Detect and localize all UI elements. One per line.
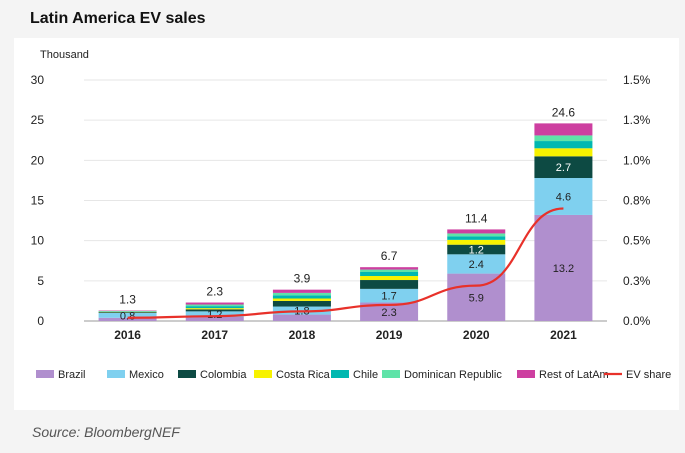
bar-segment	[185, 308, 244, 310]
bar-segment	[447, 236, 506, 240]
y2-tick-label: 0.5%	[623, 234, 651, 248]
bar-segment	[272, 295, 331, 299]
bar-value-label: 0.8	[120, 310, 135, 322]
bar-total-label: 6.7	[381, 249, 398, 263]
bar-segment	[98, 312, 157, 318]
ev-share-line	[127, 207, 564, 319]
chart-svg: Thousand 0 5 10 15 20 25 30 0.0% 0.3% 0.5% 0.8% 1.…	[31, 49, 672, 381]
bar-segment	[447, 239, 506, 245]
chart-card: Thousand 0 5 10 15 20 25 30 0.0% 0.3% 0.5% 0.8% 1.…	[14, 38, 679, 410]
legend-swatch	[107, 370, 125, 378]
bar-segment	[272, 292, 331, 296]
bar-total-label: 24.6	[552, 105, 576, 119]
bar-segment	[360, 302, 419, 321]
y2-tick-label: 1.0%	[623, 153, 651, 167]
bar-segment	[185, 302, 244, 305]
y2-tick-label: 0.8%	[623, 194, 651, 208]
bar-total-label: 3.9	[294, 272, 311, 286]
y2-tick-label: 0.3%	[623, 274, 651, 288]
bar-segment	[98, 317, 157, 321]
bar-segment	[534, 123, 593, 136]
bar-segment	[360, 280, 419, 289]
y-tick-label: 20	[31, 153, 45, 167]
bar-value-label: 5.9	[469, 292, 484, 304]
bar-segment	[185, 304, 244, 307]
y-axis-unit-label: Thousand	[40, 49, 89, 61]
legend-label: Costa Rica	[276, 369, 331, 381]
y-tick-label: 10	[31, 234, 45, 248]
bar-value-label: 4.6	[556, 191, 571, 203]
legend-label: Colombia	[200, 369, 247, 381]
legend-swatch	[331, 370, 349, 378]
y2-tick-label: 1.3%	[623, 113, 651, 127]
bar-segment	[534, 156, 593, 179]
y-tick-label: 15	[31, 194, 45, 208]
bar-segment	[272, 314, 331, 321]
y-tick-label: 5	[37, 274, 44, 288]
bar-segment	[447, 233, 506, 237]
bar-segment	[272, 289, 331, 293]
bar-segment	[185, 316, 244, 321]
legend-swatch	[382, 370, 400, 378]
x-tick-label: 2020	[463, 328, 490, 342]
bar-value-label: 2.3	[381, 307, 396, 319]
x-tick-label: 2021	[550, 328, 577, 342]
bar-segment	[447, 254, 506, 274]
bar-segment	[185, 311, 244, 317]
y-tick-label: 25	[31, 113, 45, 127]
y-tick-label: 30	[31, 73, 45, 87]
chart-title: Latin America EV sales	[30, 10, 206, 27]
legend-swatch	[517, 370, 535, 378]
bar-total-label: 11.4	[465, 211, 488, 225]
legend-label: Rest of LatAm	[539, 369, 609, 381]
bar-value-label: 13.2	[553, 263, 574, 275]
x-tick-label: 2019	[376, 328, 403, 342]
bar-segment	[360, 269, 419, 272]
legend-swatch	[36, 370, 54, 378]
bar-segment	[360, 271, 419, 277]
x-tick-label: 2016	[114, 328, 141, 342]
bar-segment	[534, 141, 593, 149]
legend-swatch	[178, 370, 196, 378]
x-tick-label: 2017	[201, 328, 228, 342]
bar-segment	[360, 267, 419, 270]
bar-segment	[185, 306, 244, 309]
legend-swatch	[254, 370, 272, 378]
legend-label: Dominican Republic	[404, 369, 502, 381]
bar-total-label: 2.3	[206, 285, 223, 299]
bar-segment	[360, 276, 419, 281]
bar-value-label: 1.2	[469, 245, 484, 257]
legend-label: Chile	[353, 369, 378, 381]
bar-value-label: 1.7	[381, 291, 396, 303]
bar-segment	[534, 148, 593, 157]
bar-segment	[534, 214, 593, 321]
bar-segment	[447, 273, 506, 321]
y2-tick-label: 0.0%	[623, 314, 651, 328]
source-note: Source: BloombergNEF	[32, 424, 180, 440]
legend-label: Mexico	[129, 369, 164, 381]
y-tick-label: 0	[37, 314, 44, 328]
bar-segment	[447, 229, 506, 234]
x-tick-label: 2018	[289, 328, 316, 342]
legend-label: EV share	[626, 369, 671, 381]
bar-segment	[447, 244, 506, 255]
bar-segment	[272, 300, 331, 307]
bar-segment	[360, 288, 419, 303]
y2-tick-label: 1.5%	[623, 73, 651, 87]
bar-segment	[534, 135, 593, 142]
bar-total-label: 1.3	[119, 293, 136, 307]
bar-value-label: 2.4	[469, 259, 484, 271]
bar-segment	[185, 309, 244, 312]
bar-segment	[272, 298, 331, 301]
bar-value-label: 2.7	[556, 162, 571, 174]
bar-segment	[98, 312, 157, 313]
legend-label: Brazil	[58, 369, 86, 381]
